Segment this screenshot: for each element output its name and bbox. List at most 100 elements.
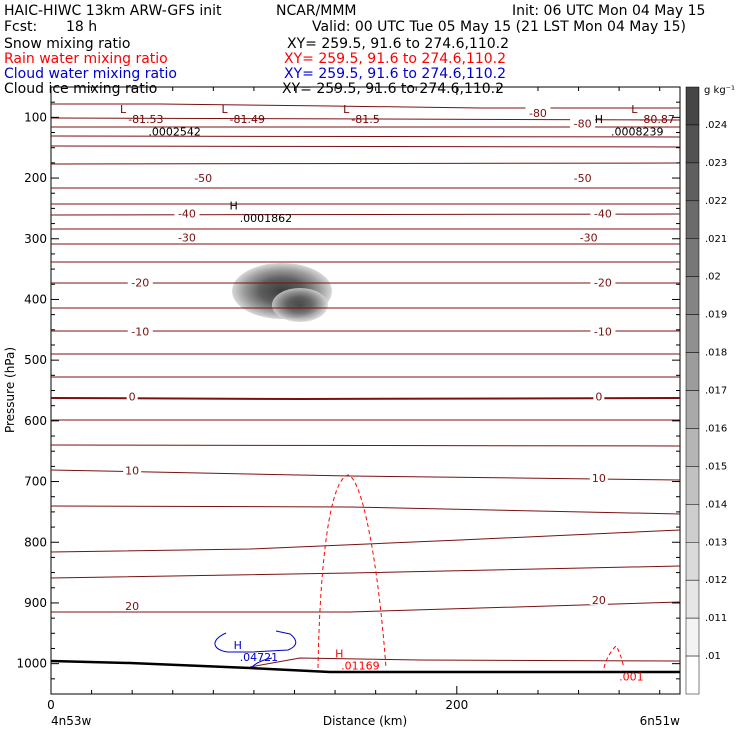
colorbar-swatch (685, 504, 700, 543)
isotherm-line (50, 135, 681, 138)
isotherm-label: -20 (594, 276, 612, 289)
extremum-label: L (120, 103, 127, 116)
snow-shading (232, 263, 332, 322)
extremum-label: H (595, 113, 603, 126)
colorbar-swatch (685, 124, 700, 164)
extremum-label: L (631, 103, 638, 116)
colorbar-tick-label: .012 (705, 575, 727, 586)
isotherm-label: -50 (194, 172, 212, 185)
header-fcst-value: 18 h (66, 19, 97, 35)
isotherm-label-bg (123, 598, 142, 611)
isotherm-label: -30 (178, 232, 196, 245)
isotherm-label: -50 (574, 172, 592, 185)
y-tick-label: 1000 (16, 657, 47, 671)
extremum-label: H (335, 648, 343, 661)
isotherm-line (50, 529, 681, 553)
y-tick-label: 500 (24, 353, 47, 367)
extremum-label: .0008239 (611, 126, 664, 139)
rain-contour-plume (317, 474, 387, 669)
isotherm-line (50, 213, 681, 216)
y-tick-label: 200 (24, 171, 47, 185)
colorbar-swatch (685, 579, 700, 619)
colorbar-tick-label: .023 (705, 158, 727, 169)
isotherm-line (249, 657, 681, 668)
extremum-label: .0001862 (240, 212, 293, 225)
colorbar: .024 .023 .022 .021 .02 .019 .018 .017 .016 .015.… (685, 86, 727, 695)
isotherm-label: 0 (129, 391, 136, 404)
isotherm-labels: -50 -50 -40 -40 -30 -30 -20 -20 -10 -10 0 0 10 10 20 20… (123, 106, 616, 613)
isotherm-label: 20 (125, 600, 139, 613)
colorbar-swatch (685, 617, 700, 657)
isotherm-label: -10 (594, 326, 612, 339)
cloud-water-contour (214, 630, 297, 653)
colorbar-tick-label: .018 (705, 348, 727, 359)
isotherm-label-bg (593, 389, 605, 402)
isotherm-label-bg (589, 470, 608, 483)
isotherm-line (50, 444, 681, 447)
colorbar-swatch (685, 314, 700, 353)
isotherm-label-bg (174, 206, 200, 219)
extremum-label: H (230, 200, 238, 213)
isotherm-line (50, 162, 681, 165)
header-org: NCAR/MMM (276, 3, 357, 19)
colorbar-swatch (685, 466, 700, 505)
colorbar-swatch (685, 428, 700, 467)
colorbar-swatch (685, 200, 700, 239)
extremum-label: -80.87 (639, 113, 674, 126)
colorbar-tick-label: .011 (705, 613, 727, 624)
isotherm-label: 10 (592, 472, 606, 485)
isotherm-label: 20 (592, 594, 606, 607)
extremum-label: -81.53 (128, 113, 163, 126)
terrain-line (50, 659, 680, 674)
isotherm-label: -80 (574, 117, 592, 130)
isotherm-line (51, 601, 681, 613)
colorbar-tick-label: .024 (705, 120, 727, 131)
isotherm-label: -40 (594, 207, 612, 220)
x-right-location: 6n51w (640, 714, 681, 728)
isotherm-label-bg (127, 324, 153, 337)
y-tick-label: 600 (24, 414, 47, 428)
y-tick-label: 300 (24, 232, 47, 246)
field-cloud-water-xy: XY= 259.5, 91.6 to 274.6,110.2 (284, 66, 506, 82)
isotherm-line (51, 103, 680, 109)
isotherm-label-bg (174, 230, 200, 243)
rain-contours (317, 474, 625, 669)
colorbar-tick-label: .013 (705, 537, 727, 548)
isotherm-label-bg (590, 324, 616, 337)
x-tick-label: 200 (445, 698, 468, 712)
isotherm-label: -20 (131, 276, 149, 289)
snow-region-lobe (272, 288, 328, 322)
isotherm-label-bg (525, 106, 551, 119)
isotherm-label-bg (126, 389, 138, 402)
isotherm-label: 0 (595, 391, 602, 404)
extremum-label: L (343, 103, 350, 116)
x-axis: 0 200 (47, 87, 661, 712)
isotherm-line (50, 505, 681, 515)
isotherm-line (50, 145, 681, 148)
field-snow-xy: XY= 259.5, 91.6 to 274.6,110.2 (287, 36, 509, 52)
colorbar-tick-label: .022 (705, 196, 727, 207)
isotherm-label: -10 (131, 326, 149, 339)
header-title: HAIC-HIWC 13km ARW-GFS init (4, 3, 222, 19)
isotherm-label-bg (190, 171, 216, 184)
y-tick-label: 100 (24, 110, 47, 124)
field-cloud-water-name: Cloud water mixing ratio (4, 66, 177, 82)
extremum-label: .04721 (240, 651, 279, 664)
colorbar-swatch (685, 390, 700, 429)
colorbar-swatch (685, 655, 700, 695)
extremum-label: H (234, 639, 242, 652)
field-rain-name: Rain water mixing ratio (4, 51, 168, 67)
colorbar-tick-label: .019 (705, 310, 727, 321)
extremum-label: -81.5 (351, 113, 379, 126)
colorbar-tick-label: .02 (705, 272, 721, 283)
cloud-water-contour-base (251, 657, 273, 668)
colorbar-swatch (685, 352, 700, 391)
y-tick-label: 900 (24, 596, 47, 610)
y-tick-label: 700 (24, 475, 47, 489)
colorbar-swatch (685, 276, 700, 315)
colorbar-tick-label: .01 (705, 651, 721, 662)
colorbar-tick-label: .016 (705, 423, 727, 434)
field-rain-xy: XY= 259.5, 91.6 to 274.6,110.2 (284, 51, 506, 67)
isotherm-label-bg (590, 206, 616, 219)
